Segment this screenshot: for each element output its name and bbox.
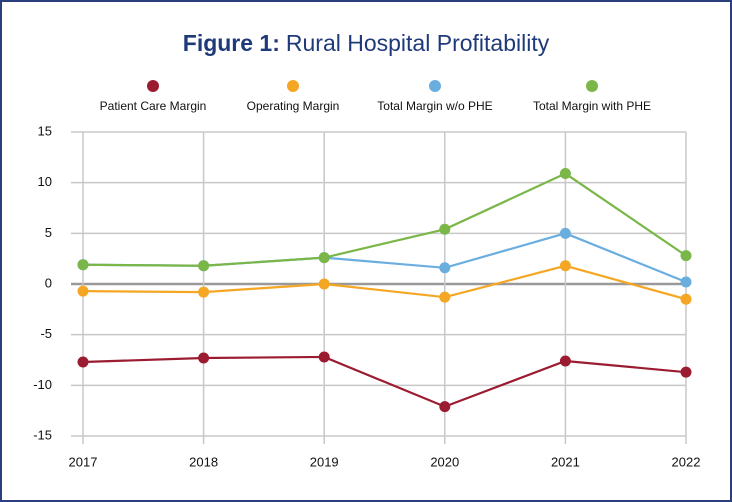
data-point xyxy=(198,286,210,298)
data-point xyxy=(680,366,692,378)
y-tick-label: -5 xyxy=(40,326,52,341)
data-point xyxy=(77,259,89,271)
data-point xyxy=(559,260,571,272)
legend-label: Total Margin with PHE xyxy=(533,99,651,113)
y-tick-label: 0 xyxy=(45,275,52,290)
legend-label: Operating Margin xyxy=(247,99,340,113)
legend-label: Patient Care Margin xyxy=(100,99,207,113)
x-tick-label: 2019 xyxy=(310,454,339,469)
data-point xyxy=(559,227,571,239)
series-line xyxy=(82,172,687,267)
data-point xyxy=(318,351,330,363)
data-point xyxy=(77,285,89,297)
data-point xyxy=(559,355,571,367)
y-tick-label: 10 xyxy=(38,174,52,189)
x-tick-label: 2021 xyxy=(551,454,580,469)
y-tick-label: -15 xyxy=(33,427,52,442)
data-point xyxy=(77,356,89,368)
data-point xyxy=(318,278,330,290)
y-tick-label: 5 xyxy=(45,225,52,240)
legend-marker xyxy=(586,80,598,92)
chart-title: Rural Hospital Profitability xyxy=(286,30,550,56)
data-point xyxy=(198,352,210,364)
chart-title-group: Figure 1: Rural Hospital Profitability xyxy=(183,30,550,56)
legend-marker xyxy=(287,80,299,92)
data-point xyxy=(680,276,692,288)
y-tick-label: -10 xyxy=(33,377,52,392)
x-tick-label: 2022 xyxy=(672,454,701,469)
data-point xyxy=(439,401,451,413)
x-tick-label: 2020 xyxy=(430,454,459,469)
data-point xyxy=(439,291,451,303)
data-point xyxy=(318,252,330,264)
data-point xyxy=(198,260,210,272)
data-point xyxy=(439,262,451,274)
x-tick-label: 2018 xyxy=(189,454,218,469)
data-point xyxy=(559,168,571,180)
y-tick-label: 15 xyxy=(38,123,52,138)
legend: Patient Care Margin Operating Margin Total… xyxy=(100,80,651,113)
data-point xyxy=(680,293,692,305)
legend-marker xyxy=(147,80,159,92)
series-line xyxy=(82,264,687,301)
data-point xyxy=(439,223,451,235)
legend-label: Total Margin w/o PHE xyxy=(377,99,492,113)
legend-marker xyxy=(429,80,441,92)
chart-title-label: Figure 1: xyxy=(183,30,280,56)
x-tick-label: 2017 xyxy=(69,454,98,469)
data-point xyxy=(680,250,692,262)
series-line xyxy=(82,355,687,408)
